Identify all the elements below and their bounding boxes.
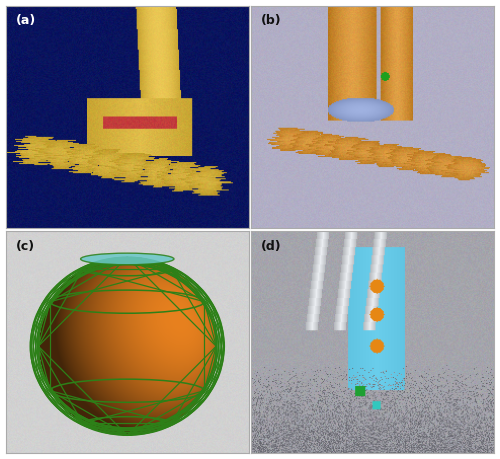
Text: (c): (c)	[16, 240, 35, 253]
Text: (d): (d)	[261, 240, 282, 253]
Text: (b): (b)	[261, 14, 282, 28]
Text: (a): (a)	[16, 14, 36, 28]
Ellipse shape	[80, 253, 174, 265]
